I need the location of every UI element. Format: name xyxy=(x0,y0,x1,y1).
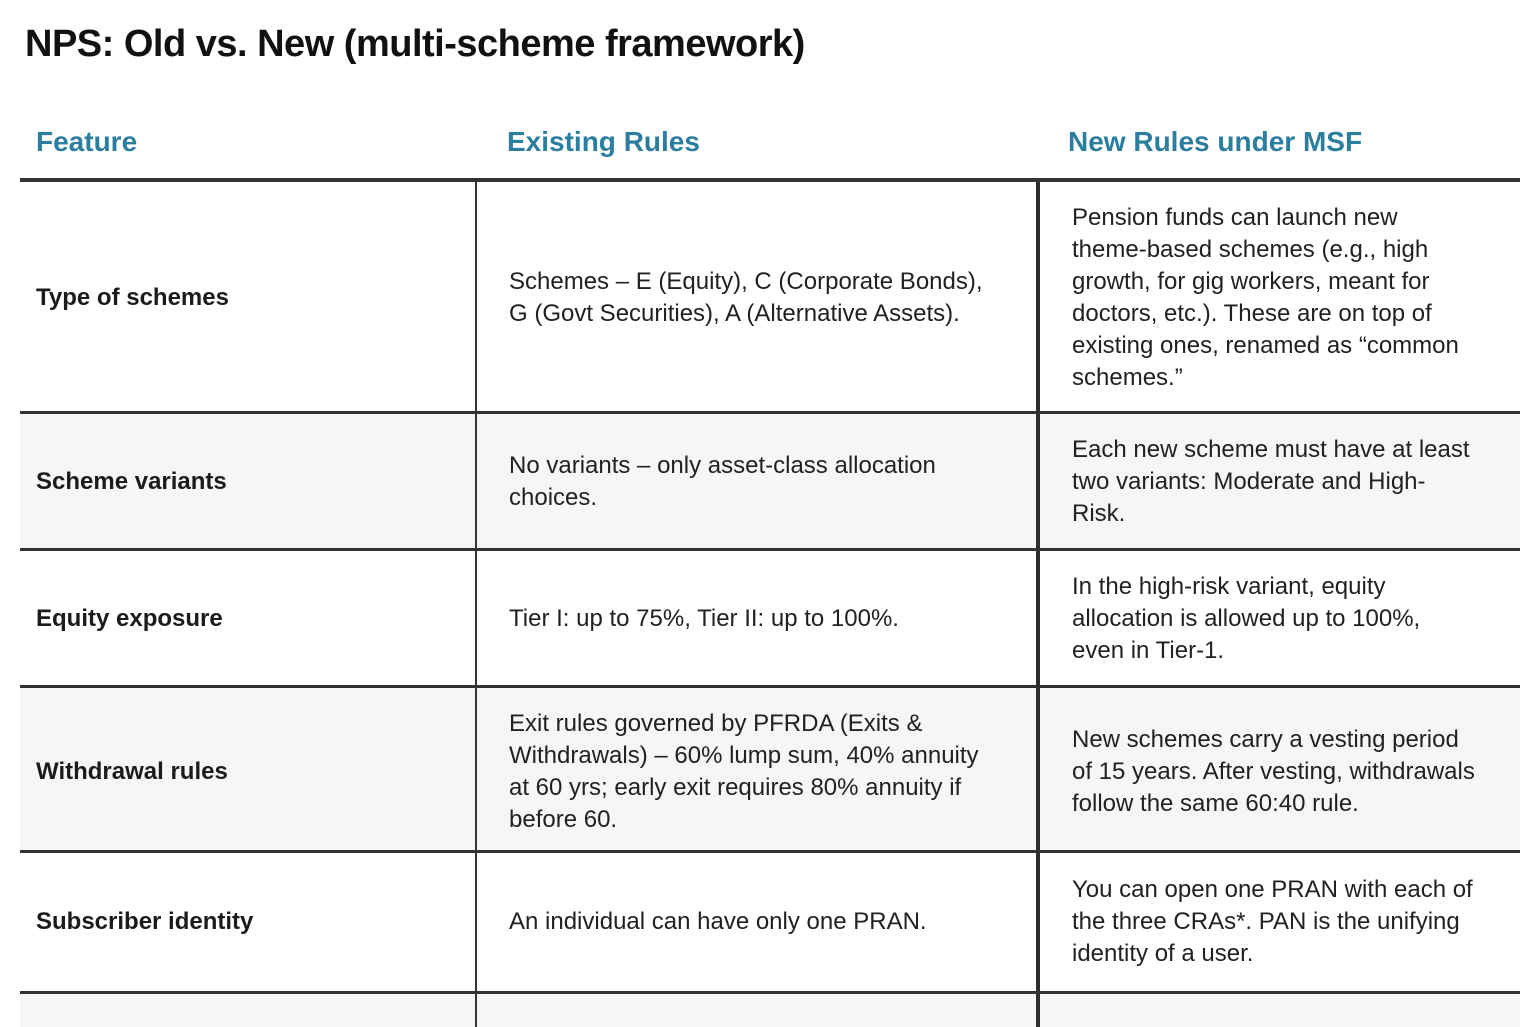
table-row: Subscriber identity An individual can ha… xyxy=(20,853,1520,994)
existing-rules-cell: Tier I: up to 75%, Tier II: up to 100%. xyxy=(475,551,1036,687)
existing-rules-cell: Schemes – E (Equity), C (Corporate Bonds… xyxy=(475,182,1036,414)
new-rules-cell: You can open one PRAN with each of the t… xyxy=(1036,853,1520,991)
table-header-row: Feature Existing Rules New Rules under M… xyxy=(20,68,1520,182)
existing-rules-cell: An individual can have only one PRAN. xyxy=(475,853,1036,991)
existing-rules-text: Exit rules governed by PFRDA (Exits & Wi… xyxy=(509,710,979,833)
feature-label: Equity exposure xyxy=(36,605,223,632)
column-header-new-rules-msf: New Rules under MSF xyxy=(1068,126,1363,157)
new-rules-cell: In the high-risk variant, equity allocat… xyxy=(1036,551,1520,687)
column-header-feature: Feature xyxy=(36,126,138,157)
existing-rules-text: Schemes – E (Equity), C (Corporate Bonds… xyxy=(509,268,983,327)
new-rules-text: Pension funds can launch new theme-based… xyxy=(1072,204,1459,391)
new-rules-cell: Pension funds can launch new theme-based… xyxy=(1036,182,1520,414)
page-title: NPS: Old vs. New (multi-scheme framework… xyxy=(25,23,805,65)
new-rules-cell xyxy=(1036,994,1520,1027)
new-rules-cell: Each new scheme must have at least two v… xyxy=(1036,414,1520,550)
feature-label: Withdrawal rules xyxy=(36,758,228,785)
new-rules-text: In the high-risk variant, equity allocat… xyxy=(1072,573,1421,664)
new-rules-text: New schemes carry a vesting period of 15… xyxy=(1072,726,1475,817)
existing-rules-text: An individual can have only one PRAN. xyxy=(509,908,927,935)
table-row: Equity exposure Tier I: up to 75%, Tier … xyxy=(20,551,1520,688)
existing-rules-cell: Exit rules governed by PFRDA (Exits & Wi… xyxy=(475,688,1036,856)
existing-rules-cell: No variants – only asset-class allocatio… xyxy=(475,414,1036,550)
existing-rules-text: No variants – only asset-class allocatio… xyxy=(509,452,936,511)
existing-rules-cell xyxy=(475,994,1036,1027)
feature-cell: Scheme variants xyxy=(20,414,475,550)
feature-cell: Equity exposure xyxy=(20,551,475,687)
table-row xyxy=(20,994,1520,1027)
feature-cell: Subscriber identity xyxy=(20,853,475,991)
column-header-existing-rules: Existing Rules xyxy=(507,126,700,157)
feature-label: Type of schemes xyxy=(36,284,229,311)
new-rules-cell: New schemes carry a vesting period of 15… xyxy=(1036,688,1520,856)
existing-rules-text: Tier I: up to 75%, Tier II: up to 100%. xyxy=(509,605,899,632)
feature-label: Scheme variants xyxy=(36,468,227,495)
table-row: Scheme variants No variants – only asset… xyxy=(20,414,1520,551)
feature-cell: Type of schemes xyxy=(20,182,475,414)
table-row: Type of schemes Schemes – E (Equity), C … xyxy=(20,182,1520,414)
comparison-table: Feature Existing Rules New Rules under M… xyxy=(20,68,1520,1027)
table-row: Withdrawal rules Exit rules governed by … xyxy=(20,688,1520,856)
feature-cell: Withdrawal rules xyxy=(20,688,475,856)
feature-cell xyxy=(20,994,475,1027)
new-rules-text: Each new scheme must have at least two v… xyxy=(1072,436,1470,527)
feature-label: Subscriber identity xyxy=(36,908,254,935)
new-rules-text: You can open one PRAN with each of the t… xyxy=(1072,876,1473,967)
